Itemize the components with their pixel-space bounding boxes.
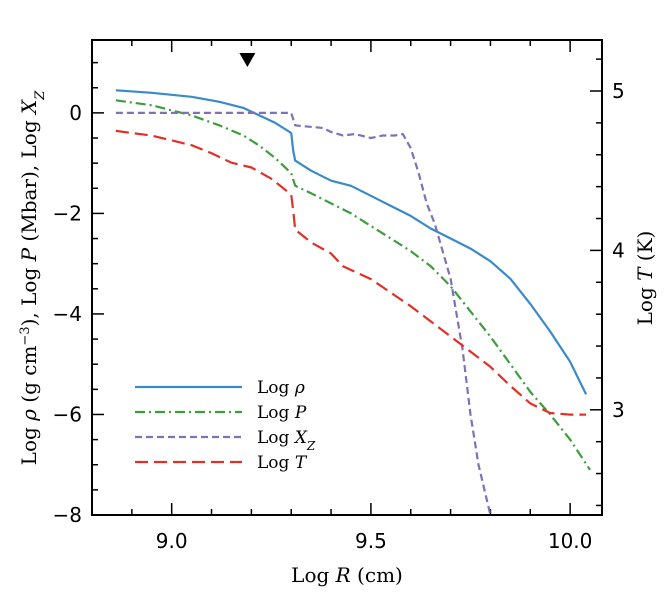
y-axis-left-title: Log ρ (g cm−3), Log P (Mbar), Log XZ — [17, 90, 48, 466]
y-left-tick-label: −8 — [53, 503, 82, 527]
y-left-tick-label: −2 — [53, 201, 82, 225]
plot-frame — [91, 39, 603, 516]
x-axis-title: Log R (cm) — [291, 563, 403, 587]
triangle-down-marker — [239, 53, 256, 67]
axis-ticks — [91, 40, 602, 516]
y-right-tick-label: 4 — [612, 238, 625, 262]
x-tick-label: 9.5 — [355, 529, 387, 553]
legend-label-xz: Log XZ — [257, 428, 316, 453]
y-left-tick-label: −6 — [53, 402, 82, 426]
y-axis-right-title: Log T (K) — [633, 231, 657, 326]
tick-labels: 9.0 9.5 10.0 −8 −6 −4 −2 0 3 4 5 — [53, 79, 625, 553]
x-tick-label: 9.0 — [156, 529, 188, 553]
marker-layer — [239, 53, 256, 67]
series-line-rho — [115, 89, 588, 395]
series-layer — [115, 89, 591, 516]
series-line-t — [115, 129, 587, 416]
series-line-xz — [115, 111, 492, 516]
x-tick-label: 10.0 — [548, 529, 593, 553]
legend-label-p: Log P — [257, 403, 307, 423]
y-left-tick-label: 0 — [69, 101, 82, 125]
legend-label-rho: Log ρ — [257, 378, 305, 398]
legend-label-t: Log T — [257, 453, 308, 473]
y-right-tick-label: 5 — [612, 79, 625, 103]
series-line-p — [115, 99, 591, 471]
y-right-tick-label: 3 — [612, 398, 625, 422]
y-left-tick-label: −4 — [53, 302, 82, 326]
